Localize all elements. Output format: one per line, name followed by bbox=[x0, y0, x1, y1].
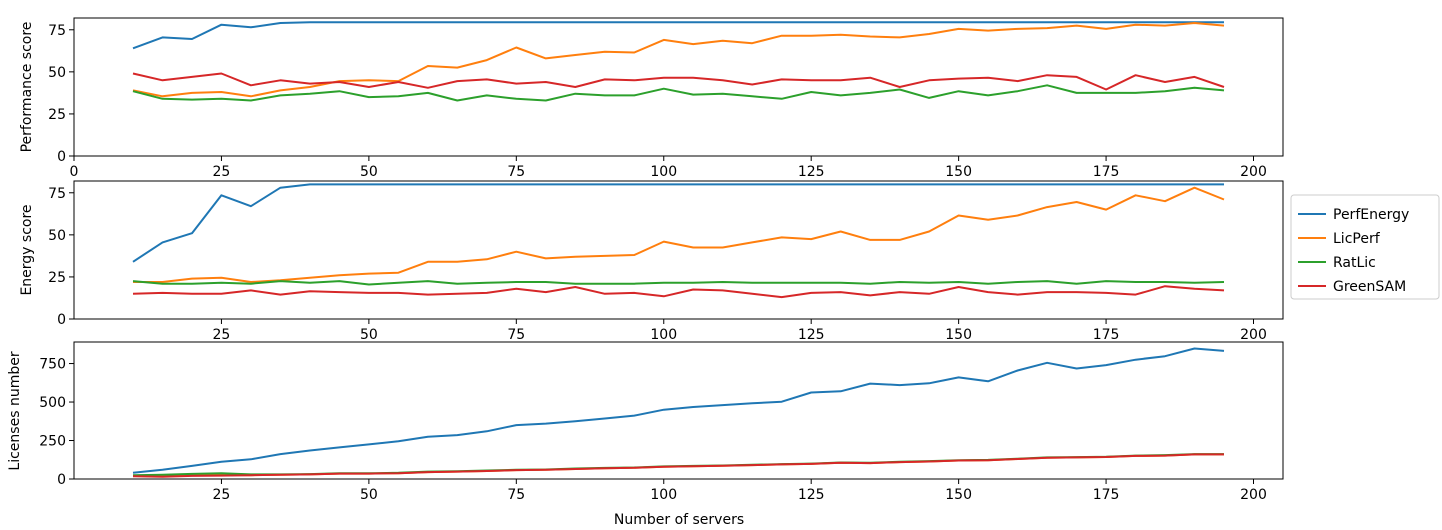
x-tick-label: 200 bbox=[1240, 327, 1267, 343]
x-tick-label: 100 bbox=[650, 164, 677, 180]
legend-label-greensam: GreenSAM bbox=[1333, 279, 1406, 295]
panel-energy-xticks: 25 50 75 100 125 150 175 200 bbox=[213, 319, 1267, 343]
series-line-greensam bbox=[132, 453, 1224, 478]
y-tick-label: 500 bbox=[39, 395, 66, 411]
panel-licenses-frame bbox=[73, 341, 1284, 480]
x-tick-label: 50 bbox=[360, 164, 378, 180]
x-tick-label: 75 bbox=[507, 164, 525, 180]
series-line-greensam bbox=[132, 72, 1225, 91]
panel-performance-frame bbox=[73, 17, 1284, 157]
x-tick-label: 75 bbox=[507, 327, 525, 343]
x-tick-label: 25 bbox=[213, 487, 231, 503]
series-line-licperf bbox=[132, 22, 1225, 98]
panel-energy-series bbox=[132, 183, 1225, 299]
x-tick-label: 150 bbox=[945, 487, 972, 503]
x-tick-label: 125 bbox=[798, 327, 825, 343]
y-tick-label: 75 bbox=[48, 23, 66, 39]
panel-performance: 0 25 50 75 100 125 150 175 200 0 25 50 75 Performan… bbox=[19, 17, 1284, 180]
x-tick-label: 175 bbox=[1093, 327, 1120, 343]
series-line-ratlic bbox=[132, 280, 1225, 286]
panel-performance-yticks: 0 25 50 75 bbox=[48, 23, 74, 165]
series-line-ratlic bbox=[132, 84, 1225, 102]
x-tick-label: 200 bbox=[1240, 487, 1267, 503]
panel-licenses-yticks: 0 250 500 750 bbox=[39, 357, 74, 488]
legend-entries: PerfEnergy LicPerf RatLic GreenSAM bbox=[1298, 207, 1409, 295]
x-tick-label: 150 bbox=[945, 164, 972, 180]
panel-performance-series bbox=[132, 21, 1225, 102]
y-tick-label: 0 bbox=[57, 149, 66, 165]
x-tick-label: 100 bbox=[650, 327, 677, 343]
series-line-greensam bbox=[132, 285, 1225, 299]
panel-performance-xticks: 0 25 50 75 100 125 150 175 200 bbox=[70, 156, 1267, 180]
panel-licenses: 25 50 75 100 125 150 175 200 0 250 500 750 License… bbox=[7, 341, 1284, 528]
x-tick-label: 175 bbox=[1093, 164, 1120, 180]
legend: PerfEnergy LicPerf RatLic GreenSAM bbox=[1290, 194, 1440, 300]
series-line-perfenergy bbox=[132, 21, 1224, 50]
panel-energy-frame bbox=[73, 180, 1284, 320]
panel-energy-ylabel: Energy score bbox=[19, 204, 35, 295]
x-tick-label: 200 bbox=[1240, 164, 1267, 180]
x-tick-label: 175 bbox=[1093, 487, 1120, 503]
x-tick-label: 0 bbox=[70, 164, 79, 180]
panel-licenses-xlabel: Number of servers bbox=[614, 512, 744, 528]
panel-licenses-series bbox=[132, 347, 1225, 478]
x-tick-label: 100 bbox=[650, 487, 677, 503]
x-tick-label: 25 bbox=[213, 164, 231, 180]
series-line-licperf bbox=[133, 186, 1225, 283]
y-tick-label: 25 bbox=[48, 107, 66, 123]
series-line-perfenergy bbox=[132, 183, 1224, 263]
y-tick-label: 0 bbox=[57, 472, 66, 488]
x-tick-label: 50 bbox=[360, 327, 378, 343]
y-tick-label: 0 bbox=[57, 312, 66, 328]
x-tick-label: 125 bbox=[798, 487, 825, 503]
panel-licenses-ylabel: Licenses number bbox=[7, 351, 23, 470]
y-tick-label: 250 bbox=[39, 434, 66, 450]
legend-frame bbox=[1290, 194, 1440, 300]
x-tick-label: 125 bbox=[798, 164, 825, 180]
legend-label-perfenergy: PerfEnergy bbox=[1333, 207, 1409, 223]
panel-energy: 25 50 75 100 125 150 175 200 0 25 50 75 Energy sco… bbox=[19, 180, 1284, 343]
x-tick-label: 50 bbox=[360, 487, 378, 503]
legend-label-licperf: LicPerf bbox=[1333, 231, 1381, 247]
panel-performance-ylabel: Performance score bbox=[19, 22, 35, 153]
y-tick-label: 50 bbox=[48, 65, 66, 81]
legend-label-ratlic: RatLic bbox=[1333, 255, 1376, 271]
x-tick-label: 150 bbox=[945, 327, 972, 343]
series-line-perfenergy bbox=[132, 347, 1225, 474]
y-tick-label: 50 bbox=[48, 228, 66, 244]
x-tick-label: 25 bbox=[213, 327, 231, 343]
y-tick-label: 750 bbox=[39, 357, 66, 373]
y-tick-label: 75 bbox=[48, 186, 66, 202]
x-tick-label: 75 bbox=[507, 487, 525, 503]
y-tick-label: 25 bbox=[48, 270, 66, 286]
panel-energy-yticks: 0 25 50 75 bbox=[48, 186, 74, 328]
panel-licenses-xticks: 25 50 75 100 125 150 175 200 bbox=[213, 479, 1267, 503]
